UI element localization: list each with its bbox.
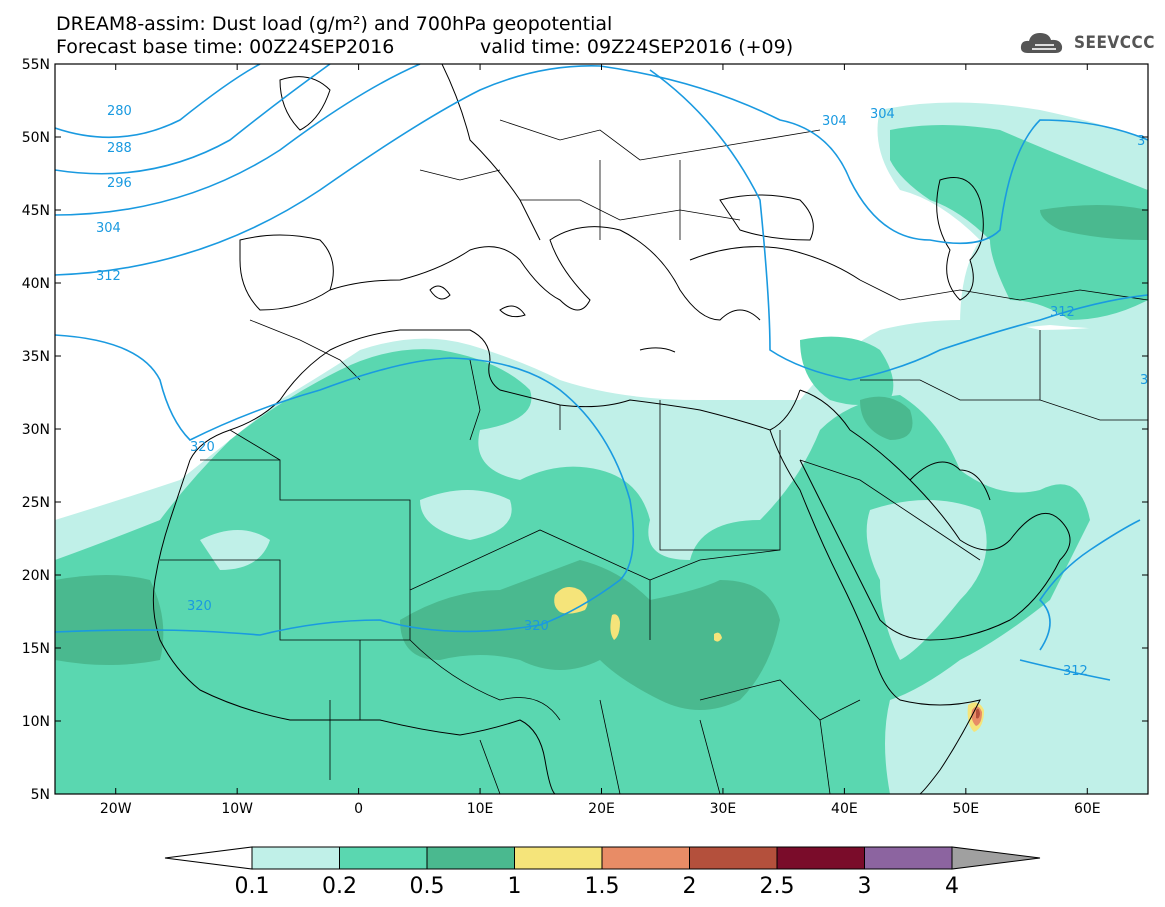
dust-level-0-5: [55, 205, 1148, 710]
map-title: DREAM8-assim: Dust load (g/m²) and 700hP…: [56, 13, 613, 35]
contour-label: 320: [524, 619, 549, 634]
colorbar-swatch: [339, 846, 428, 870]
colorbar: 0.1 0.2 0.5 1 1.5 2 2.5 3 4: [164, 846, 1041, 899]
logo-text: SEEVCCC: [1074, 33, 1155, 53]
lon-label: 30E: [710, 801, 737, 817]
colorbar-over-arrow: [951, 846, 1041, 870]
contour-label: 304: [96, 221, 121, 236]
colorbar-label: 2: [683, 874, 697, 899]
lon-axis: 20W 10W 0 10E 20E 30E 40E 50E 60E: [100, 64, 1101, 817]
contour-label: 312: [96, 269, 121, 284]
contour-label: 320: [190, 440, 215, 455]
lat-axis: 55N 50N 45N 40N 35N 30N 25N 20N 15N 10N 5N: [22, 57, 1148, 803]
contour-label: 304: [870, 107, 895, 122]
contour-label: 312: [1050, 305, 1075, 320]
colorbar-label: 1: [508, 874, 522, 899]
colorbar-under-arrow: [164, 846, 253, 870]
geopotential-contours: [55, 64, 1148, 681]
colorbar-label: 3: [858, 874, 872, 899]
colorbar-swatch: [514, 846, 603, 870]
contour-label: 304: [822, 114, 847, 129]
lon-label: 10E: [467, 801, 494, 817]
colorbar-swatch: [776, 846, 865, 870]
lon-label: 20E: [588, 801, 615, 817]
lat-label: 25N: [22, 495, 50, 511]
base-time-label: Forecast base time: 00Z24SEP2016 valid ti…: [56, 36, 793, 58]
lon-label: 60E: [1074, 801, 1101, 817]
colorbar-label: 0.1: [235, 874, 270, 899]
lat-label: 30N: [22, 422, 50, 438]
lat-label: 20N: [22, 568, 50, 584]
colorbar-label: 2.5: [760, 874, 795, 899]
lat-label: 35N: [22, 349, 50, 365]
lon-label: 50E: [952, 801, 979, 817]
lat-label: 45N: [22, 203, 50, 219]
lat-label: 10N: [22, 714, 50, 730]
colorbar-swatch: [426, 846, 515, 870]
contour-label: 320: [187, 599, 212, 614]
contour-label: 288: [107, 141, 132, 156]
cloud-icon: [1020, 33, 1063, 53]
valid-time: valid time: 09Z24SEP2016 (+09): [480, 36, 794, 58]
colorbar-label: 0.2: [322, 874, 357, 899]
colorbar-label: 4: [945, 874, 959, 899]
contour-label: 312: [1063, 664, 1088, 679]
contour-label: 3: [1137, 134, 1145, 149]
colorbar-label: 0.5: [410, 874, 445, 899]
lat-label: 50N: [22, 130, 50, 146]
contour-label: 296: [107, 176, 132, 191]
contour-label: 3: [1140, 373, 1148, 388]
map-body: [55, 64, 1148, 794]
colorbar-label: 1.5: [585, 874, 620, 899]
contour-labels: 280 288 296 304 312 320 304 304 312 312 …: [96, 104, 1148, 679]
colorbar-swatch: [864, 846, 953, 870]
colorbar-swatch: [689, 846, 778, 870]
country-borders: [160, 119, 1148, 794]
lon-label: 0: [354, 801, 363, 817]
contour-label: 280: [107, 104, 132, 119]
lat-label: 5N: [31, 787, 50, 803]
lat-label: 15N: [22, 641, 50, 657]
lon-label: 10W: [221, 801, 253, 817]
seevccc-logo: SEEVCCC: [1018, 29, 1155, 57]
lon-label: 40E: [831, 801, 858, 817]
colorbar-swatch: [601, 846, 690, 870]
lon-label: 20W: [100, 801, 132, 817]
colorbar-swatch: [251, 846, 340, 870]
lat-label: 55N: [22, 57, 50, 73]
lat-label: 40N: [22, 276, 50, 292]
base-time: Forecast base time: 00Z24SEP2016: [56, 36, 395, 58]
coastlines: [152, 64, 1071, 794]
